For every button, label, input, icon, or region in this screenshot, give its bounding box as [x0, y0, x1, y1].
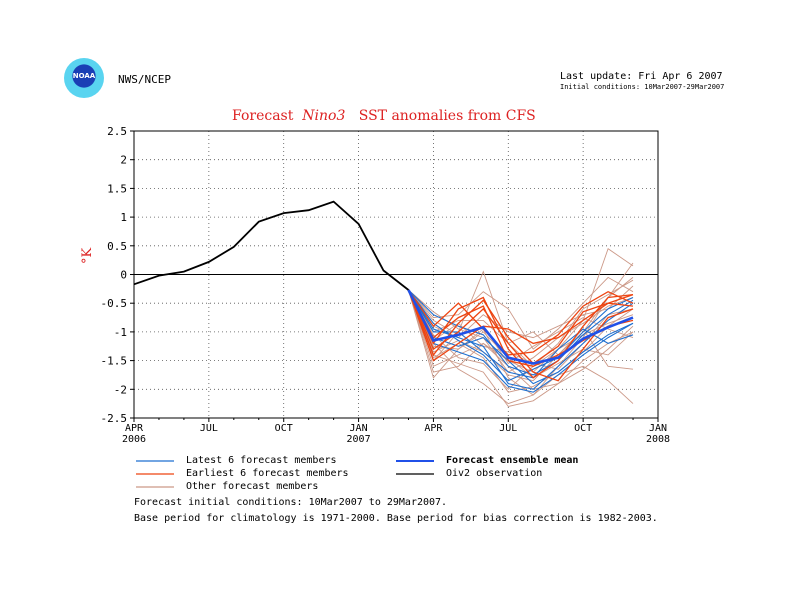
grid	[134, 131, 658, 418]
other-member-line	[408, 289, 634, 382]
series-layer	[133, 200, 634, 408]
legend-latest: Latest 6 forecast members	[186, 455, 337, 466]
x-tick-year-label: 2007	[347, 434, 371, 445]
noaa-logo: NOAA	[64, 58, 104, 98]
legend-earliest: Earliest 6 forecast members	[186, 468, 349, 479]
y-axis-label: °K	[80, 247, 95, 264]
latest-member-line	[408, 289, 634, 385]
y-tick-label: 0.5	[107, 240, 127, 253]
latest-member-line	[408, 289, 634, 393]
x-tick-label: APR	[125, 423, 144, 434]
title-region: Nino3	[302, 108, 346, 124]
x-tick-label: OCT	[275, 423, 293, 434]
agency-label: NWS/NCEP	[118, 73, 171, 86]
x-tick-label: APR	[424, 423, 443, 434]
earliest-member-line	[407, 289, 634, 365]
chart-title: Forecast Nino3 SST anomalies from CFS	[232, 108, 536, 124]
y-tick-label: 1.5	[107, 182, 127, 195]
other-member-line	[408, 289, 634, 405]
latest-member-line	[408, 289, 634, 382]
footer-line-1: Forecast initial conditions: 10Mar2007 t…	[134, 497, 448, 508]
other-member-line	[408, 247, 634, 373]
y-tick-label: 1	[120, 211, 127, 224]
last-update: Last update: Fri Apr 6 2007	[560, 71, 723, 82]
legend-other: Other forecast members	[186, 481, 319, 492]
x-tick-label: JUL	[499, 423, 517, 434]
footer-line-2: Base period for climatology is 1971-2000…	[134, 513, 658, 524]
legend-mean: Forecast ensemble mean	[446, 455, 579, 466]
earliest-member-line	[407, 289, 634, 362]
x-tick-label: JAN	[350, 423, 368, 434]
y-tick-label: -0.5	[101, 297, 128, 310]
initial-conditions: Initial conditions: 10Mar2007-29Mar2007	[560, 83, 725, 91]
title-suffix: SST anomalies from CFS	[358, 108, 536, 124]
x-tick-year-label: 2008	[646, 434, 670, 445]
legend-swatches-left	[136, 460, 174, 488]
title-prefix: Forecast	[232, 108, 294, 124]
observation-line	[133, 200, 410, 291]
latest-member-line	[408, 289, 634, 376]
earliest-member-line	[407, 289, 634, 356]
x-tick-label: JAN	[649, 423, 667, 434]
x-tick-label: JUL	[200, 423, 218, 434]
y-tick-label: 2.5	[107, 125, 127, 138]
y-tick-label: -1	[114, 326, 127, 339]
y-tick-label: -2	[114, 383, 127, 396]
y-tick-label: -1.5	[101, 355, 128, 368]
y-tick-label: -2.5	[101, 412, 128, 425]
x-tick-label: OCT	[574, 423, 592, 434]
y-tick-label: 2	[120, 154, 127, 167]
y-tick-label: 0	[120, 269, 127, 282]
ensemble-mean-line	[407, 289, 634, 365]
logo-text: NOAA	[72, 72, 96, 80]
other-member-line	[408, 276, 634, 350]
legend-obs: Oiv2 observation	[446, 468, 543, 479]
x-tick-year-label: 2006	[122, 434, 146, 445]
legend-swatches-right	[396, 460, 434, 475]
